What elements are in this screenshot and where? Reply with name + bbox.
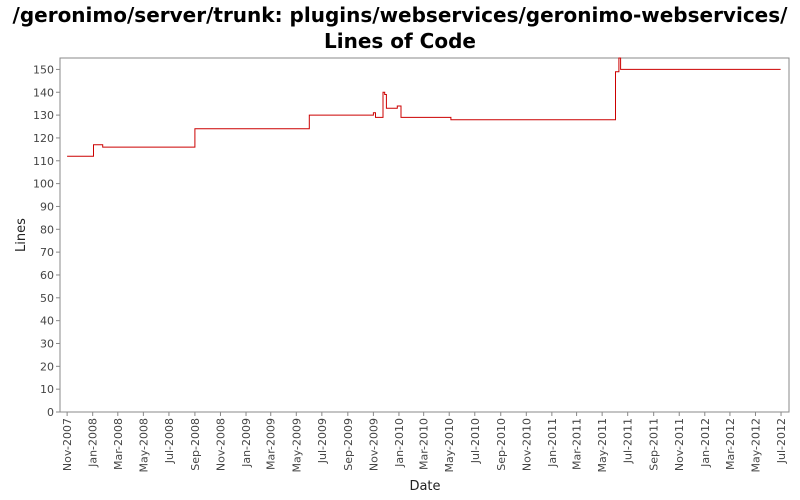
y-tick-label: 30 [40,337,54,350]
x-tick-label: May-2012 [749,418,762,473]
y-axis: 0 10 20 30 40 50 60 70 80 90 100 110 120 130 140 150 [33,63,60,419]
x-tick-label: May-2011 [596,418,609,473]
x-tick-label: Nov-2010 [520,418,533,471]
y-axis-title: Lines [14,218,29,252]
x-tick-label: Jul-2011 [622,418,635,464]
x-tick-label: Mar-2010 [418,418,431,470]
x-axis: Nov-2007 Jan-2008 Mar-2008 May-2008 Jul-2008… [61,412,788,473]
x-tick-label: Sep-2008 [189,418,202,471]
y-tick-label: 120 [33,132,54,145]
x-tick-label: Jul-2008 [163,418,176,464]
x-tick-label: Nov-2007 [61,418,74,471]
x-tick-label: Nov-2009 [367,418,380,471]
x-tick-label: May-2009 [290,418,303,473]
series-layer [67,57,781,157]
chart-title: /geronimo/server/trunk: plugins/webservi… [12,3,788,53]
x-tick-label: Sep-2011 [648,418,661,471]
x-tick-label: Jan-2010 [393,418,406,468]
x-axis-title: Date [409,479,440,494]
y-tick-label: 40 [40,315,54,328]
x-tick-label: Mar-2012 [724,418,737,470]
y-tick-label: 110 [33,155,54,168]
x-tick-label: Mar-2011 [571,418,584,470]
x-tick-label: Mar-2008 [112,418,125,470]
y-tick-label: 140 [33,86,54,99]
x-tick-label: Jul-2012 [775,418,788,464]
y-tick-label: 130 [33,109,54,122]
x-tick-label: Sep-2010 [495,418,508,471]
y-tick-label: 60 [40,269,54,282]
y-tick-label: 90 [40,200,54,213]
x-tick-label: Mar-2009 [265,418,278,470]
y-tick-label: 10 [40,383,54,396]
y-tick-label: 80 [40,223,54,236]
plot-area [59,57,790,413]
y-tick-label: 50 [40,292,54,305]
x-tick-label: Jan-2012 [699,418,712,468]
x-tick-label: Jan-2008 [87,418,100,468]
y-tick-label: 20 [40,360,54,373]
x-tick-label: Jan-2011 [546,418,559,468]
x-tick-label: Nov-2011 [673,418,686,471]
y-tick-label: 0 [47,406,54,419]
series-line [67,57,781,157]
x-tick-label: Sep-2009 [342,418,355,471]
x-tick-label: Nov-2008 [214,418,227,471]
y-tick-label: 150 [33,63,54,76]
x-tick-label: Jan-2009 [240,418,253,468]
y-tick-label: 100 [33,178,54,191]
x-tick-label: Jul-2010 [469,418,482,464]
x-tick-label: May-2010 [443,418,456,473]
y-tick-label: 70 [40,246,54,259]
x-tick-label: May-2008 [137,418,150,473]
x-tick-label: Jul-2009 [316,418,329,464]
